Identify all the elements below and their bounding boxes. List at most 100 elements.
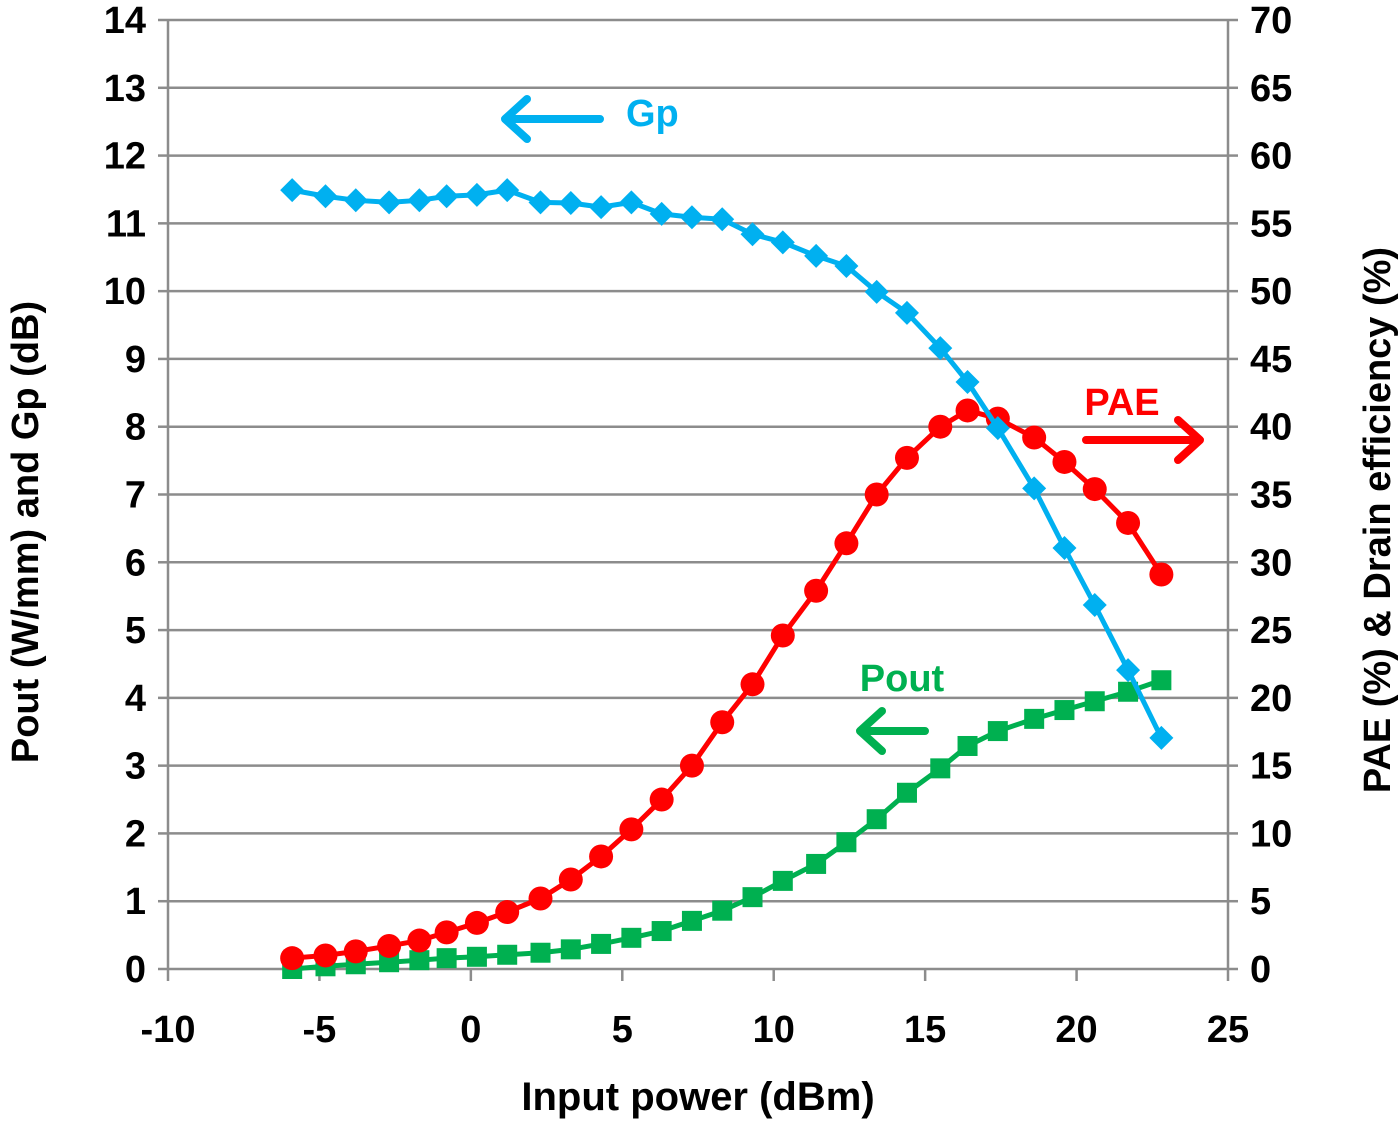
data-point-pae [280, 946, 305, 971]
x-tick-label: -5 [303, 1009, 337, 1051]
data-point-pout [1084, 691, 1105, 712]
data-point-pae [464, 910, 489, 935]
y-tick-label-right: 10 [1250, 813, 1292, 855]
y-tick-label-left: 5 [125, 610, 146, 652]
data-point-gp [558, 191, 583, 216]
annotation-pout: Pout [860, 658, 945, 700]
data-point-pae [495, 900, 520, 925]
y-tick-label-left: 6 [125, 542, 146, 584]
data-point-pae [558, 867, 583, 892]
data-point-gp [955, 369, 980, 394]
y-tick-label-left: 4 [125, 678, 146, 720]
data-point-pae [1149, 562, 1174, 587]
y-tick-label-left: 7 [125, 475, 146, 517]
y-tick-label-right: 70 [1250, 0, 1292, 42]
data-point-gp [864, 279, 889, 304]
data-point-gp [464, 182, 489, 207]
y-tick-label-left: 12 [104, 136, 146, 178]
data-point-pout [497, 944, 518, 965]
data-point-pout [957, 735, 978, 756]
y-tick-label-right: 55 [1250, 203, 1292, 245]
y-tick-label-left: 0 [125, 949, 146, 991]
data-point-gp [649, 201, 674, 226]
y-tick-label-right: 45 [1250, 339, 1292, 381]
annotations: Gp PAE Pout [501, 93, 1204, 755]
y-tick-label-left: 2 [125, 813, 146, 855]
x-tick-label: 10 [753, 1009, 795, 1051]
arrow-left-icon [501, 95, 604, 143]
data-point-gp [770, 230, 795, 255]
data-point-pout [1054, 700, 1075, 721]
data-point-gp [985, 416, 1010, 441]
data-point-pout [836, 832, 857, 853]
x-tick-label: 0 [460, 1009, 481, 1051]
y-tick-label-left: 9 [125, 339, 146, 381]
data-point-gp [1116, 658, 1141, 683]
data-point-gp [343, 188, 368, 213]
data-point-pout [712, 900, 733, 921]
series [280, 178, 1174, 979]
data-point-gp [377, 190, 402, 215]
data-point-pae [434, 920, 459, 945]
axes [158, 18, 1238, 981]
data-point-pae [1052, 449, 1077, 474]
data-point-gp [434, 184, 459, 209]
y-axis-left-label: Pout (W/mm) and Gp (dB) [5, 301, 47, 763]
data-point-pout [896, 782, 917, 803]
data-point-gp [1149, 725, 1174, 750]
data-point-gp [589, 195, 614, 220]
data-point-pae [1022, 425, 1047, 450]
data-point-pout [560, 939, 581, 960]
data-point-pae [834, 531, 859, 556]
data-point-pout [530, 942, 551, 963]
data-point-pae [528, 886, 553, 911]
data-point-pout [742, 887, 763, 908]
data-point-gp [834, 254, 859, 279]
data-point-pae [864, 482, 889, 507]
arrow-right-icon [1082, 416, 1204, 464]
data-point-pae [804, 578, 829, 603]
data-point-pae [770, 623, 795, 648]
data-point-pae [377, 933, 402, 958]
data-point-gp [1052, 536, 1077, 561]
data-point-gp [1082, 592, 1107, 617]
data-point-gp [407, 188, 432, 213]
annotation-pae: PAE [1084, 382, 1159, 424]
y-tick-label-right: 15 [1250, 746, 1292, 788]
y-tick-label-right: 30 [1250, 542, 1292, 584]
data-point-gp [1022, 476, 1047, 501]
x-axis-label: Input power (dBm) [521, 1075, 874, 1119]
y-tick-label-right: 25 [1250, 610, 1292, 652]
data-point-pae [589, 844, 614, 869]
y-tick-label-left: 10 [104, 271, 146, 313]
data-point-pae [1082, 477, 1107, 502]
x-tick-label: -10 [141, 1009, 196, 1051]
annotation-gp: Gp [626, 93, 679, 135]
y-tick-label-left: 3 [125, 746, 146, 788]
data-point-gp [528, 190, 553, 215]
y-tick-label-right: 40 [1250, 407, 1292, 449]
data-point-pout [591, 933, 612, 954]
x-tick-label: 25 [1207, 1009, 1249, 1051]
data-point-gp [313, 184, 338, 209]
data-point-pout [621, 927, 642, 948]
data-point-pae [1116, 510, 1141, 535]
y-tick-label-left: 1 [125, 881, 146, 923]
y-axis-right-label: PAE (%) & Drain efficiency (%) [1357, 247, 1399, 793]
data-point-pae [928, 414, 953, 439]
data-point-pout [651, 921, 672, 942]
data-point-pae [313, 943, 338, 968]
gridlines [168, 18, 1228, 903]
data-point-pout [772, 870, 793, 891]
x-tick-label: 20 [1055, 1009, 1097, 1051]
data-point-gp [804, 243, 829, 268]
y-tick-label-left: 14 [104, 0, 146, 42]
y-tick-label-left: 8 [125, 407, 146, 449]
data-point-pout [1024, 708, 1045, 729]
y-tick-label-right: 35 [1250, 475, 1292, 517]
data-point-gp [280, 178, 305, 203]
y-tick-label-right: 60 [1250, 136, 1292, 178]
data-point-pout [806, 853, 827, 874]
series-pae [280, 398, 1174, 971]
data-point-pout [409, 950, 430, 971]
